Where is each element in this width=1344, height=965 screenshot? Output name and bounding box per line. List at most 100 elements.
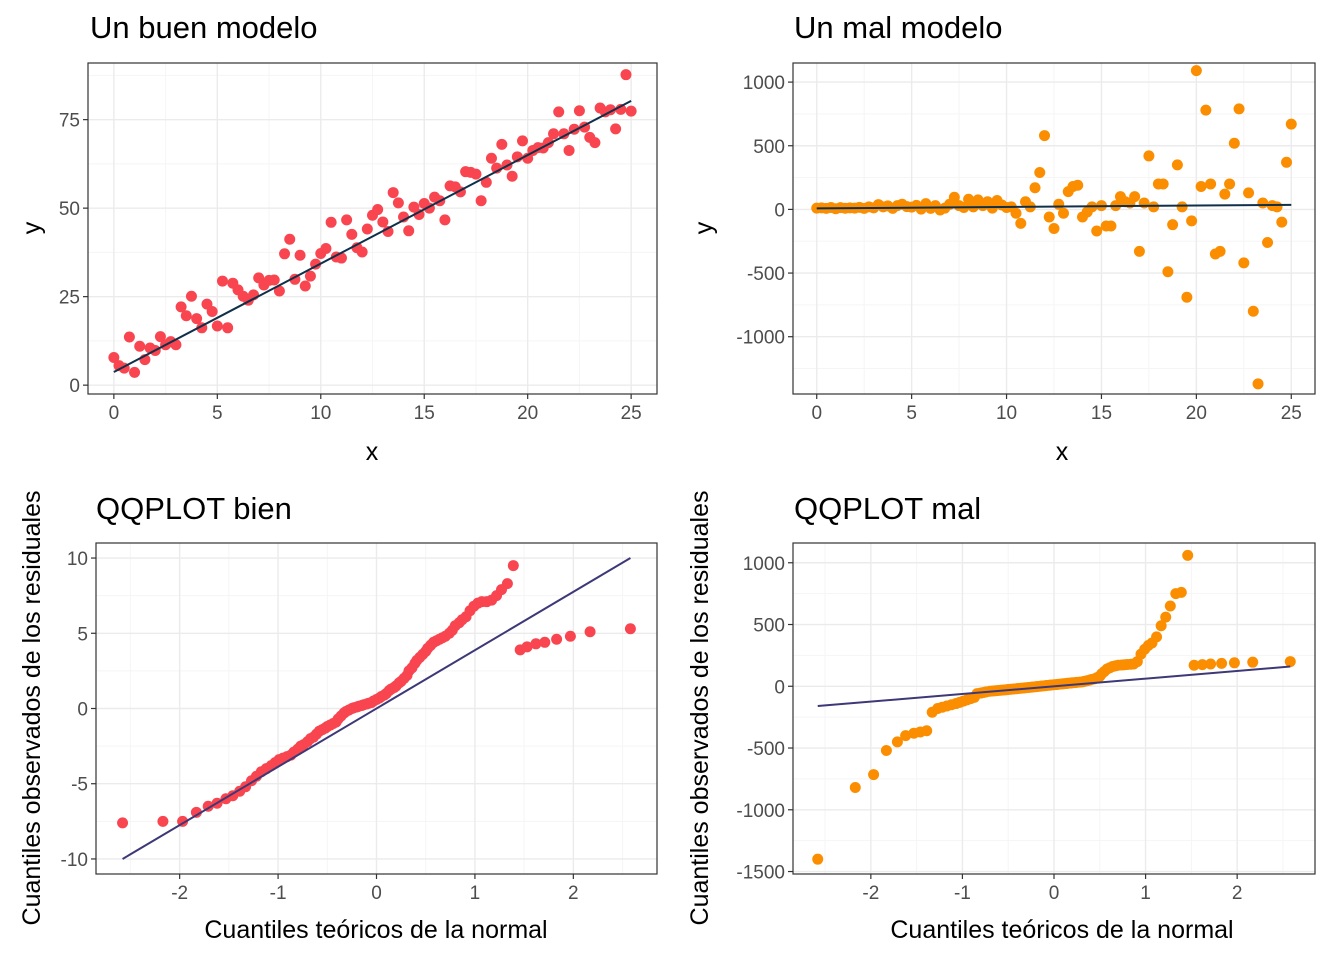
data-point	[1216, 657, 1228, 669]
x-tick-label: 0	[1049, 883, 1060, 904]
data-point	[1091, 225, 1103, 237]
x-tick-label: 20	[1186, 403, 1207, 424]
data-point	[1129, 191, 1141, 203]
y-tick-label: 1000	[743, 554, 785, 575]
data-point	[1133, 245, 1145, 257]
data-point	[624, 623, 636, 635]
x-axis-label: x	[366, 438, 379, 466]
x-tick-label: 0	[811, 403, 822, 424]
data-point	[1162, 266, 1174, 278]
data-point	[921, 725, 933, 737]
data-point	[584, 626, 596, 638]
x-tick-label: -1	[270, 883, 287, 904]
y-tick-label: -1000	[736, 801, 785, 822]
data-point	[1143, 150, 1155, 162]
y-tick-label: 500	[753, 137, 785, 158]
x-tick-label: 25	[1281, 403, 1302, 424]
x-tick-label: 1	[1140, 883, 1151, 904]
data-point	[1196, 659, 1208, 671]
data-point	[1151, 631, 1163, 643]
data-point	[539, 636, 551, 648]
panel-title: Un mal modelo	[794, 10, 1002, 45]
x-tick-label: 20	[517, 403, 538, 424]
data-point	[553, 106, 565, 118]
x-tick-label: 1	[470, 883, 481, 904]
data-point	[1276, 216, 1288, 228]
data-point	[1155, 620, 1167, 632]
data-point	[273, 285, 285, 297]
panel-bad-model: Un mal modelo x y 0 5 10 15 20 25 -1000 -500 0 50…	[690, 10, 1316, 466]
data-point	[948, 191, 960, 203]
data-point	[180, 310, 192, 322]
data-point	[496, 138, 508, 150]
data-point	[157, 815, 169, 827]
data-point	[1015, 217, 1027, 229]
y-axis-label: y	[18, 221, 46, 234]
x-axis-label: x	[1056, 438, 1069, 466]
y-axis-label: Cuantiles observados de los residuales	[18, 491, 46, 926]
data-point	[868, 769, 880, 781]
data-point	[284, 233, 296, 245]
data-point	[1228, 137, 1240, 149]
data-point	[372, 204, 384, 216]
data-point	[625, 105, 637, 117]
data-point	[501, 578, 513, 590]
data-point	[1157, 178, 1169, 190]
data-point	[470, 168, 482, 180]
data-point	[1171, 159, 1183, 171]
data-point	[1233, 103, 1245, 115]
data-point	[1039, 130, 1051, 142]
data-point	[1195, 180, 1207, 192]
data-point	[849, 782, 861, 794]
data-point	[1238, 257, 1250, 269]
y-tick-label: 1000	[743, 73, 785, 94]
y-tick-label: 25	[59, 288, 80, 309]
data-point	[1252, 378, 1264, 390]
data-point	[1034, 166, 1046, 178]
panel-title: QQPLOT bien	[96, 491, 292, 526]
data-point	[294, 249, 306, 261]
data-point	[129, 366, 141, 378]
data-point	[392, 197, 404, 209]
y-tick-label: -1000	[736, 328, 785, 349]
data-point	[299, 280, 311, 292]
data-point	[117, 817, 129, 829]
y-tick-label: -1500	[736, 863, 785, 884]
data-point	[439, 214, 451, 226]
panel-qq-good: QQPLOT bien Cuantiles teóricos de la nor…	[18, 491, 658, 944]
x-tick-label: 0	[371, 883, 382, 904]
y-tick-label: 50	[59, 199, 80, 220]
data-point	[1214, 245, 1226, 257]
data-point	[1048, 223, 1060, 234]
data-point	[530, 638, 542, 650]
x-tick-label: 25	[621, 403, 642, 424]
data-point	[268, 274, 280, 286]
data-point	[1224, 178, 1236, 190]
data-point	[480, 176, 492, 188]
data-point	[891, 736, 903, 748]
data-point	[1182, 549, 1194, 561]
y-tick-label: 5	[77, 624, 88, 645]
data-point	[573, 105, 585, 117]
data-point	[610, 123, 622, 135]
data-point	[1164, 600, 1176, 612]
data-point	[564, 630, 576, 642]
panel-border	[87, 62, 658, 395]
x-tick-label: 2	[568, 883, 579, 904]
data-point	[185, 290, 197, 302]
y-tick-label: -10	[61, 850, 88, 871]
data-point	[403, 225, 415, 237]
data-point	[1247, 656, 1259, 668]
y-tick-label: 0	[774, 200, 785, 221]
data-point	[222, 322, 234, 334]
data-point	[191, 313, 203, 325]
panel-border	[792, 62, 1316, 395]
data-point	[134, 340, 146, 352]
x-tick-label: 5	[212, 403, 223, 424]
y-tick-label: -500	[747, 739, 785, 760]
x-tick-label: 15	[1091, 403, 1112, 424]
data-point	[1285, 118, 1297, 130]
data-point	[387, 187, 399, 199]
data-point	[475, 195, 487, 207]
